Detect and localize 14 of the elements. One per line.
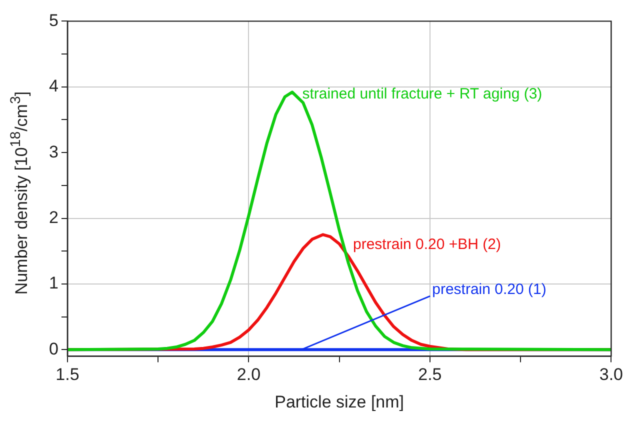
y-tick-label: 1 — [48, 274, 58, 293]
y-tick-label: 3 — [48, 142, 58, 162]
series-label: prestrain 0.20 +BH (2) — [353, 236, 502, 253]
y-tick-label: 2 — [48, 208, 58, 227]
x-tick-label: 3.0 — [599, 365, 624, 384]
y-tick-label: 4 — [48, 76, 58, 96]
text: prestrain 0.20 (1) — [432, 281, 546, 298]
x-tick-label: 2.5 — [418, 365, 442, 384]
x-tick-label: 2.0 — [236, 365, 261, 384]
y-tick-label: 0 — [48, 339, 58, 358]
x-tick-label: 1.5 — [56, 365, 80, 384]
x-axis-title: Particle size [nm] — [274, 392, 404, 412]
y-tick-label: 5 — [48, 10, 58, 30]
series-label: strained until fracture + RT aging (3) — [302, 85, 542, 102]
